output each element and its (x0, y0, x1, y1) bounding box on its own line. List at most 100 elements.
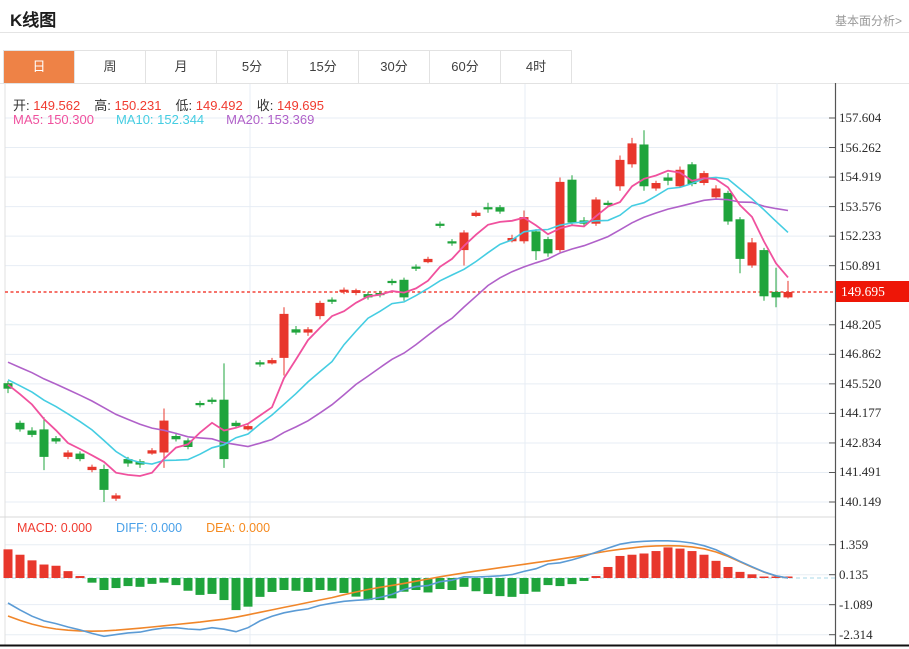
macd-bar (567, 578, 577, 585)
candle-body (651, 182, 661, 189)
tab-15分[interactable]: 15分 (288, 51, 359, 83)
candle-body (3, 383, 13, 389)
macd-bar (327, 578, 337, 591)
macd-bar (519, 578, 529, 594)
price-tick-label: 145.520 (839, 375, 882, 391)
candle-body (627, 143, 637, 165)
macd-bar (111, 578, 121, 589)
macd-bar (483, 578, 493, 594)
macd-bar (219, 578, 229, 601)
macd-bar (447, 578, 457, 591)
macd-bar (63, 571, 73, 578)
tab-日[interactable]: 日 (4, 51, 75, 83)
macd-bar (531, 578, 541, 592)
low-readout: 低: 149.492 (175, 98, 243, 113)
macd-bar (459, 578, 469, 587)
macd-bar (159, 578, 169, 583)
candle-body (543, 239, 553, 254)
macd-bar (627, 554, 637, 578)
price-tick-label: 148.205 (839, 316, 882, 332)
ohlc-readout: 开: 149.562 高: 150.231 低: 149.492 收: 149.… (13, 95, 338, 114)
candle-body (555, 181, 565, 251)
tab-30分[interactable]: 30分 (359, 51, 430, 83)
price-tick-label: 154.919 (839, 169, 882, 185)
candle-body (435, 223, 445, 226)
macd-bar (507, 578, 517, 597)
candle-body (291, 329, 301, 333)
candle-body (339, 289, 349, 292)
macd-bar (639, 553, 649, 578)
macd-bar (243, 578, 253, 607)
macd-bar (663, 547, 673, 578)
candle-body (75, 453, 85, 460)
tab-周[interactable]: 周 (75, 51, 146, 83)
candle-body (639, 144, 649, 187)
macd-bar (723, 566, 733, 578)
candle-body (219, 399, 229, 460)
candle-body (387, 280, 397, 284)
macd-bar (771, 576, 781, 578)
macd-bar (99, 578, 109, 591)
diff-value-readout: DIFF: 0.000 (116, 521, 183, 535)
macd-tick-label: 1.359 (839, 536, 869, 552)
candle-body (399, 279, 409, 298)
candle-body (771, 291, 781, 298)
candle-body (147, 450, 157, 454)
macd-bar (123, 578, 133, 587)
macd-bar (555, 578, 565, 587)
candle-body (243, 426, 253, 430)
macd-bar (3, 549, 13, 578)
candle-body (123, 459, 133, 464)
candle-body (603, 202, 613, 205)
candle-body (27, 430, 37, 435)
candle-body (723, 192, 733, 222)
candle-body (315, 302, 325, 317)
tab-5分[interactable]: 5分 (217, 51, 288, 83)
candle-body (519, 217, 529, 242)
macd-tick-label: 0.135 (839, 566, 869, 582)
macd-tick-label: -1.089 (839, 596, 873, 612)
macd-bar (87, 578, 97, 583)
candle-body (99, 468, 109, 490)
macd-bar (411, 578, 421, 591)
price-tick-label: 144.177 (839, 405, 882, 421)
macd-bar (747, 574, 757, 578)
candle-body (15, 422, 25, 430)
macd-bar (615, 555, 625, 578)
candle-body (687, 164, 697, 185)
dea-line (7, 544, 789, 633)
tab-4时[interactable]: 4时 (501, 51, 571, 83)
candle-body (423, 258, 433, 263)
tab-月[interactable]: 月 (146, 51, 217, 83)
ma10-line (7, 176, 789, 465)
tab-60分[interactable]: 60分 (430, 51, 501, 83)
macd-bar (171, 578, 181, 586)
candle-body (63, 452, 73, 457)
macd-bar (27, 560, 37, 578)
header-divider (0, 32, 909, 33)
macd-bar (183, 578, 193, 591)
ma-readout: MA5: 150.300 MA10: 152.344 MA20: 153.369 (13, 112, 336, 127)
macd-bar (651, 551, 661, 578)
macd-bar (75, 576, 85, 578)
macd-bar (15, 554, 25, 578)
candle-body (39, 429, 49, 457)
candle-body (567, 179, 577, 223)
macd-bar (591, 576, 601, 578)
macd-bar (255, 578, 265, 597)
candle-body (351, 290, 361, 293)
macd-bar (435, 578, 445, 590)
candle-body (327, 299, 337, 302)
macd-bar (267, 578, 277, 592)
fundamental-analysis-link[interactable]: 基本面分析> (834, 14, 902, 28)
macd-bar (471, 578, 481, 592)
candle-body (159, 420, 169, 453)
candle-body (663, 177, 673, 181)
ma20-line (7, 198, 789, 448)
price-tick-label: 146.862 (839, 346, 882, 362)
candle-body (195, 402, 205, 406)
macd-bar (339, 578, 349, 593)
candle-body (747, 242, 757, 266)
price-tick-label: 156.262 (839, 139, 882, 155)
